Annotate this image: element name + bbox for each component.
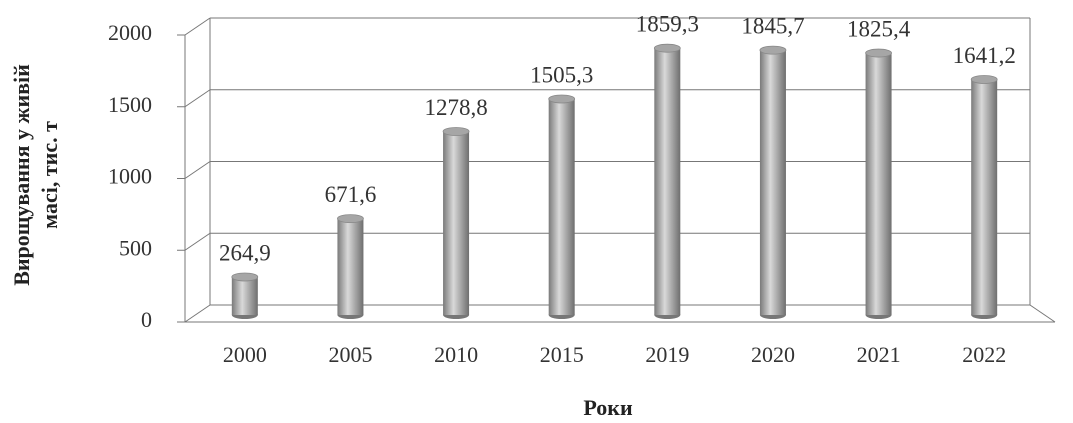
x-tick-label: 2015 — [540, 342, 584, 367]
y-axis-label-line: масі, тис. т — [37, 121, 62, 229]
y-axis-label: Вирощування у живій масі, тис. т — [9, 64, 62, 286]
bar — [654, 48, 681, 315]
grid-line — [184, 304, 211, 323]
bar — [337, 218, 364, 315]
bar — [548, 98, 575, 316]
bar — [759, 50, 786, 315]
x-tick-label: 2021 — [857, 342, 901, 367]
x-tick-label: 2019 — [645, 342, 689, 367]
data-label: 1505,3 — [530, 62, 593, 87]
bar-top — [231, 272, 259, 282]
bar — [231, 276, 258, 315]
bar-top — [442, 127, 470, 136]
grid-line — [184, 17, 211, 36]
x-tick-label: 2010 — [434, 342, 478, 367]
y-tick-label: 2000 — [108, 20, 152, 45]
x-tick-label: 2020 — [751, 342, 795, 367]
data-label: 671,6 — [325, 182, 377, 207]
x-axis-label: Роки — [583, 395, 633, 420]
y-tick-label: 0 — [141, 307, 152, 332]
floor-edge — [1029, 304, 1056, 323]
y-axis-label-line: Вирощування у живій — [9, 64, 34, 286]
bar-top — [865, 48, 892, 58]
y-tick-label: 1000 — [108, 164, 152, 189]
grid-line — [184, 232, 211, 251]
bar-top — [548, 94, 576, 104]
data-label: 264,9 — [219, 240, 271, 265]
x-tick-label: 2000 — [223, 342, 267, 367]
bar-top — [759, 45, 787, 55]
data-label: 1641,2 — [953, 43, 1016, 68]
x-tick-label: 2005 — [328, 342, 372, 367]
y-tick-label: 1500 — [108, 92, 152, 117]
data-label: 1845,7 — [741, 13, 804, 38]
grid-line — [184, 89, 211, 108]
bar-top — [970, 75, 998, 84]
data-label: 1859,3 — [636, 11, 699, 36]
y-tick-label: 500 — [119, 235, 152, 260]
bar-top — [337, 214, 364, 224]
bar — [865, 53, 892, 315]
x-tick-label: 2022 — [962, 342, 1006, 367]
bar — [443, 131, 470, 315]
grid-line — [184, 161, 211, 179]
data-label: 1825,4 — [847, 16, 911, 41]
data-label: 1278,8 — [424, 95, 487, 120]
bar-top — [653, 43, 681, 53]
bar — [971, 79, 998, 316]
